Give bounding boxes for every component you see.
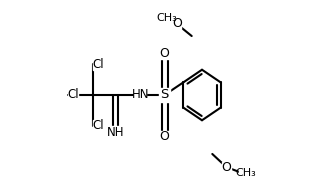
Text: O: O <box>172 17 182 30</box>
Text: Cl: Cl <box>92 119 104 132</box>
Bar <box>68 89 78 101</box>
Bar <box>160 48 169 59</box>
Bar <box>134 89 146 101</box>
Text: CH₃: CH₃ <box>156 13 177 23</box>
Text: HN: HN <box>131 89 149 101</box>
Bar <box>93 120 103 131</box>
Text: S: S <box>160 89 169 101</box>
Bar <box>173 19 181 29</box>
Bar <box>111 126 121 139</box>
Text: Cl: Cl <box>92 58 104 71</box>
Text: Cl: Cl <box>67 89 79 101</box>
Bar <box>222 162 231 172</box>
Bar <box>160 131 169 142</box>
Bar <box>239 168 253 178</box>
Text: O: O <box>160 47 169 60</box>
Text: NH: NH <box>107 126 125 139</box>
Bar <box>159 89 170 101</box>
Text: O: O <box>222 161 231 174</box>
Text: O: O <box>160 130 169 143</box>
Bar <box>93 59 103 70</box>
Bar <box>159 13 173 23</box>
Text: CH₃: CH₃ <box>236 168 256 178</box>
